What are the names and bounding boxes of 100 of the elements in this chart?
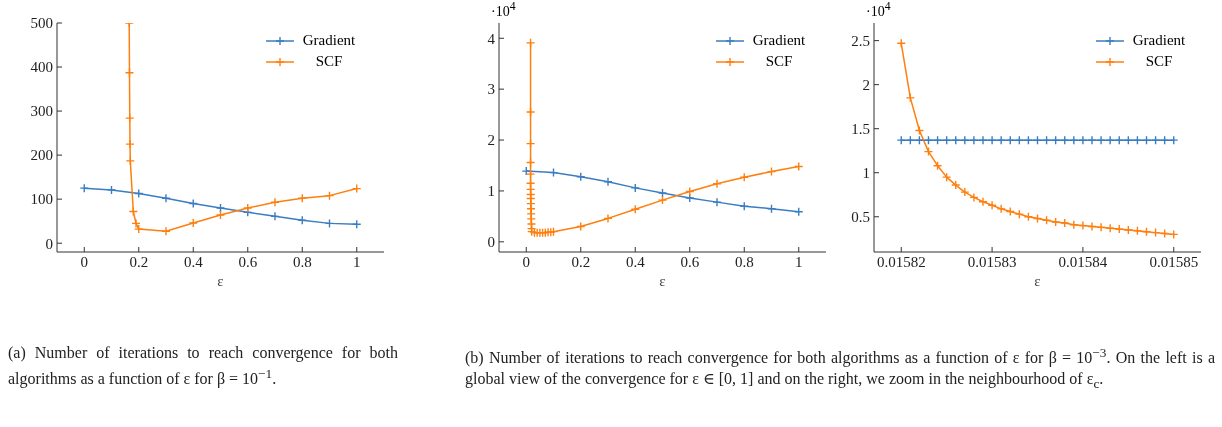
x-tick-label: 0.6 xyxy=(238,253,258,270)
x-tick-label: 0.4 xyxy=(183,253,204,270)
point xyxy=(739,172,749,182)
x-tick-label: 0.4 xyxy=(625,253,646,270)
point xyxy=(951,135,961,145)
point xyxy=(1050,135,1061,145)
point xyxy=(914,135,925,145)
point xyxy=(525,38,536,48)
point xyxy=(978,197,988,207)
point xyxy=(978,135,988,145)
point xyxy=(1141,135,1152,145)
point xyxy=(125,156,135,166)
x-tick-label: 1 xyxy=(353,253,361,270)
point xyxy=(1069,135,1079,145)
point xyxy=(1150,135,1161,145)
point xyxy=(923,135,934,145)
point xyxy=(603,213,613,224)
point xyxy=(960,187,970,197)
x-tick-label: 0.01585 xyxy=(1149,253,1199,270)
point xyxy=(1105,135,1115,145)
point xyxy=(1096,222,1106,233)
point xyxy=(1032,135,1043,145)
point xyxy=(1014,135,1025,145)
point xyxy=(1069,220,1079,230)
point xyxy=(1087,221,1097,232)
x-tick-label: 0.2 xyxy=(571,253,591,270)
y-tick-label: 2 xyxy=(862,76,870,93)
point xyxy=(941,172,952,182)
x-tick-label: 0 xyxy=(80,253,88,270)
point xyxy=(960,135,970,145)
point xyxy=(987,200,997,211)
point xyxy=(685,193,695,203)
point xyxy=(215,210,226,220)
point xyxy=(215,203,226,213)
point xyxy=(1005,135,1015,145)
point xyxy=(525,107,536,117)
y-tick-label: 2.5 xyxy=(851,32,870,49)
point xyxy=(657,188,668,198)
point xyxy=(1050,217,1061,227)
x-tick-label: 0.6 xyxy=(680,253,700,270)
point xyxy=(1169,135,1179,145)
x-tick-label: 0.8 xyxy=(734,253,754,270)
x-tick-label: 0.01584 xyxy=(1058,253,1108,270)
x-tick-label: 0.01583 xyxy=(967,253,1017,270)
y-axis-title: ·10$^{4}$ xyxy=(491,0,516,20)
point xyxy=(969,192,979,203)
x-tick-label: 1 xyxy=(795,253,803,270)
point xyxy=(1114,224,1124,234)
x-tick-label: 0 xyxy=(522,253,530,270)
point xyxy=(1014,209,1025,219)
point xyxy=(243,203,253,213)
point xyxy=(1023,135,1034,145)
point xyxy=(951,180,961,190)
text: (b) Number of iterations to reach convergence for both algorithms as a function of ε for β = 10$^{−3}$. On the left is a global view of the convergence for ε ∈ [0, 1] and on the right, we zoom in the neighbourhood of ε$_{c}$. xyxy=(465,344,1216,394)
point xyxy=(188,218,198,228)
y-tick-label: 500 xyxy=(30,15,53,32)
point xyxy=(1060,218,1070,228)
point xyxy=(1105,223,1115,233)
y-tick-label: 0.5 xyxy=(851,209,870,226)
point xyxy=(905,135,916,145)
point xyxy=(1123,135,1134,145)
point xyxy=(106,185,117,195)
legend-label: SCF xyxy=(314,53,344,70)
point xyxy=(712,179,722,189)
x-tick-label: 0.2 xyxy=(129,253,149,270)
point xyxy=(521,166,531,176)
y-tick-label: 200 xyxy=(30,147,53,164)
point xyxy=(125,113,135,123)
point xyxy=(712,197,722,207)
y-tick-label: 300 xyxy=(30,103,53,120)
text: (a) Number of iterations to reach convergence for both algorithms as a function of ε for β = 10$^{−1}$. xyxy=(8,343,398,390)
y-tick-label: 1 xyxy=(862,165,870,182)
x-tick-label: 0.01582 xyxy=(876,253,926,270)
point xyxy=(905,93,916,103)
point xyxy=(1159,135,1170,145)
y-tick-label: 100 xyxy=(30,191,53,208)
point xyxy=(526,209,536,219)
point xyxy=(969,135,979,145)
legend-label: Gradient xyxy=(301,32,357,49)
point xyxy=(1096,135,1106,145)
point xyxy=(1041,135,1052,145)
point xyxy=(996,204,1006,214)
point xyxy=(932,135,943,145)
point xyxy=(125,139,135,149)
point xyxy=(1114,135,1124,145)
x-tick-label: 0.8 xyxy=(292,253,312,270)
point xyxy=(79,183,89,193)
point xyxy=(630,183,640,193)
point xyxy=(896,135,906,145)
x-axis-title: ε xyxy=(1034,273,1041,289)
legend-label: SCF xyxy=(764,53,794,70)
point xyxy=(161,226,171,236)
point xyxy=(996,135,1006,145)
x-axis-title: ε xyxy=(659,273,666,289)
y-tick-label: 400 xyxy=(30,59,53,76)
point xyxy=(1132,135,1143,145)
point xyxy=(270,197,280,207)
y-axis-title: ·10$^{4}$ xyxy=(866,0,891,20)
x-axis-title: ε xyxy=(217,273,224,289)
point xyxy=(603,177,613,187)
